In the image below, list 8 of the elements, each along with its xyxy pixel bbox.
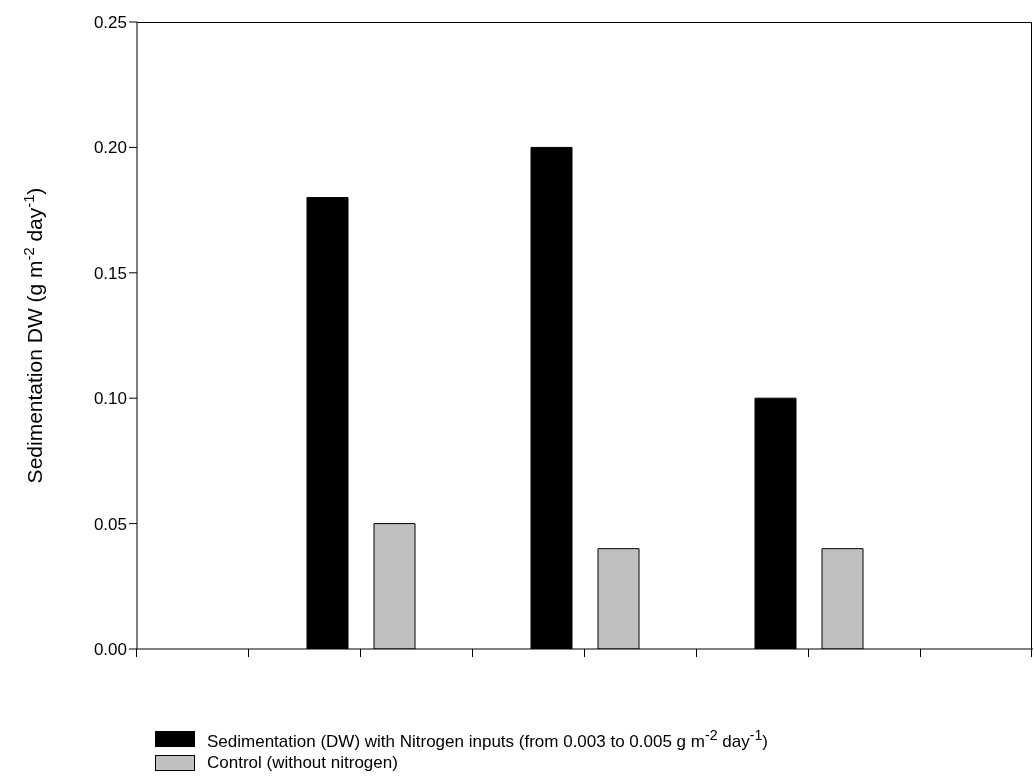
y-tick-label: 0.20: [93, 138, 127, 158]
y-tick-label: 0.00: [93, 640, 127, 660]
legend-label: Control (without nitrogen): [207, 753, 398, 773]
y-tick-label: 0.25: [93, 13, 127, 33]
y-tick-label: 0.10: [93, 389, 127, 409]
y-tick-label: 0.15: [93, 263, 127, 283]
legend-label: Sedimentation (DW) with Nitrogen inputs (from 0.003 to 0.005 g m$^{-2}$ day$^{-1}$): [207, 726, 768, 752]
y-tick-label: 0.05: [93, 514, 127, 534]
